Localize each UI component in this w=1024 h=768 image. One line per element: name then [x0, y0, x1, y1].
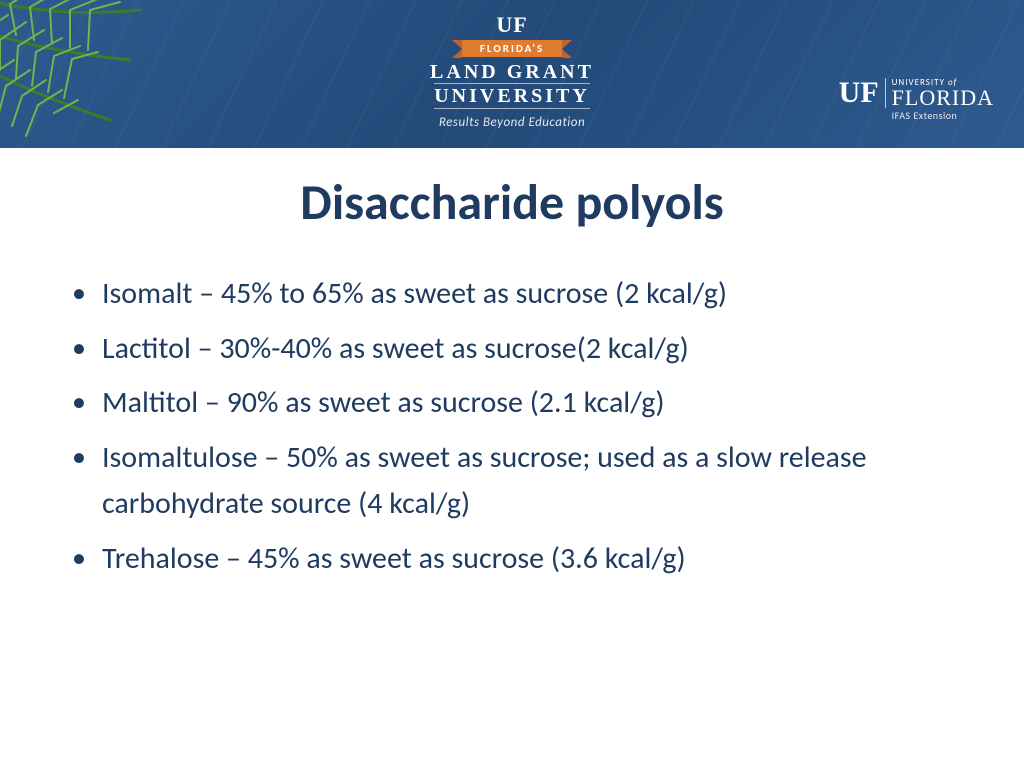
- list-item: Maltitol – 90% as sweet as sucrose (2.1 …: [60, 380, 964, 427]
- list-item: Isomalt – 45% to 65% as sweet as sucrose…: [60, 271, 964, 318]
- slide-body: Disaccharide polyols Isomalt – 45% to 65…: [0, 148, 1024, 582]
- slide-title: Disaccharide polyols: [60, 172, 964, 233]
- land-grant-wordmark: LAND GRANT UNIVERSITY: [430, 61, 594, 109]
- palm-frond-decoration: [0, 0, 200, 148]
- ifas-extension-text: IFAS Extension: [892, 111, 994, 121]
- center-logo-block: UF FLORIDA'S LAND GRANT UNIVERSITY Resul…: [430, 12, 594, 130]
- uf-monogram-small: UF: [430, 12, 594, 38]
- bullet-list: Isomalt – 45% to 65% as sweet as sucrose…: [60, 271, 964, 582]
- tagline-text: Results Beyond Education: [430, 115, 594, 130]
- land-grant-line2: UNIVERSITY: [434, 83, 590, 109]
- florida-text: FLORIDA: [892, 87, 994, 109]
- florida-banner: FLORIDA'S: [462, 40, 562, 57]
- list-item: Lactitol – 30%-40% as sweet as sucrose(2…: [60, 326, 964, 373]
- list-item: Trehalose – 45% as sweet as sucrose (3.6…: [60, 536, 964, 583]
- list-item: Isomaltulose – 50% as sweet as sucrose; …: [60, 435, 964, 528]
- uf-monogram-large: UF: [839, 78, 886, 108]
- slide-header: UF FLORIDA'S LAND GRANT UNIVERSITY Resul…: [0, 0, 1024, 148]
- land-grant-line1: LAND GRANT: [430, 61, 594, 83]
- uf-florida-logo: UF UNIVERSITY of FLORIDA IFAS Extension: [839, 78, 994, 121]
